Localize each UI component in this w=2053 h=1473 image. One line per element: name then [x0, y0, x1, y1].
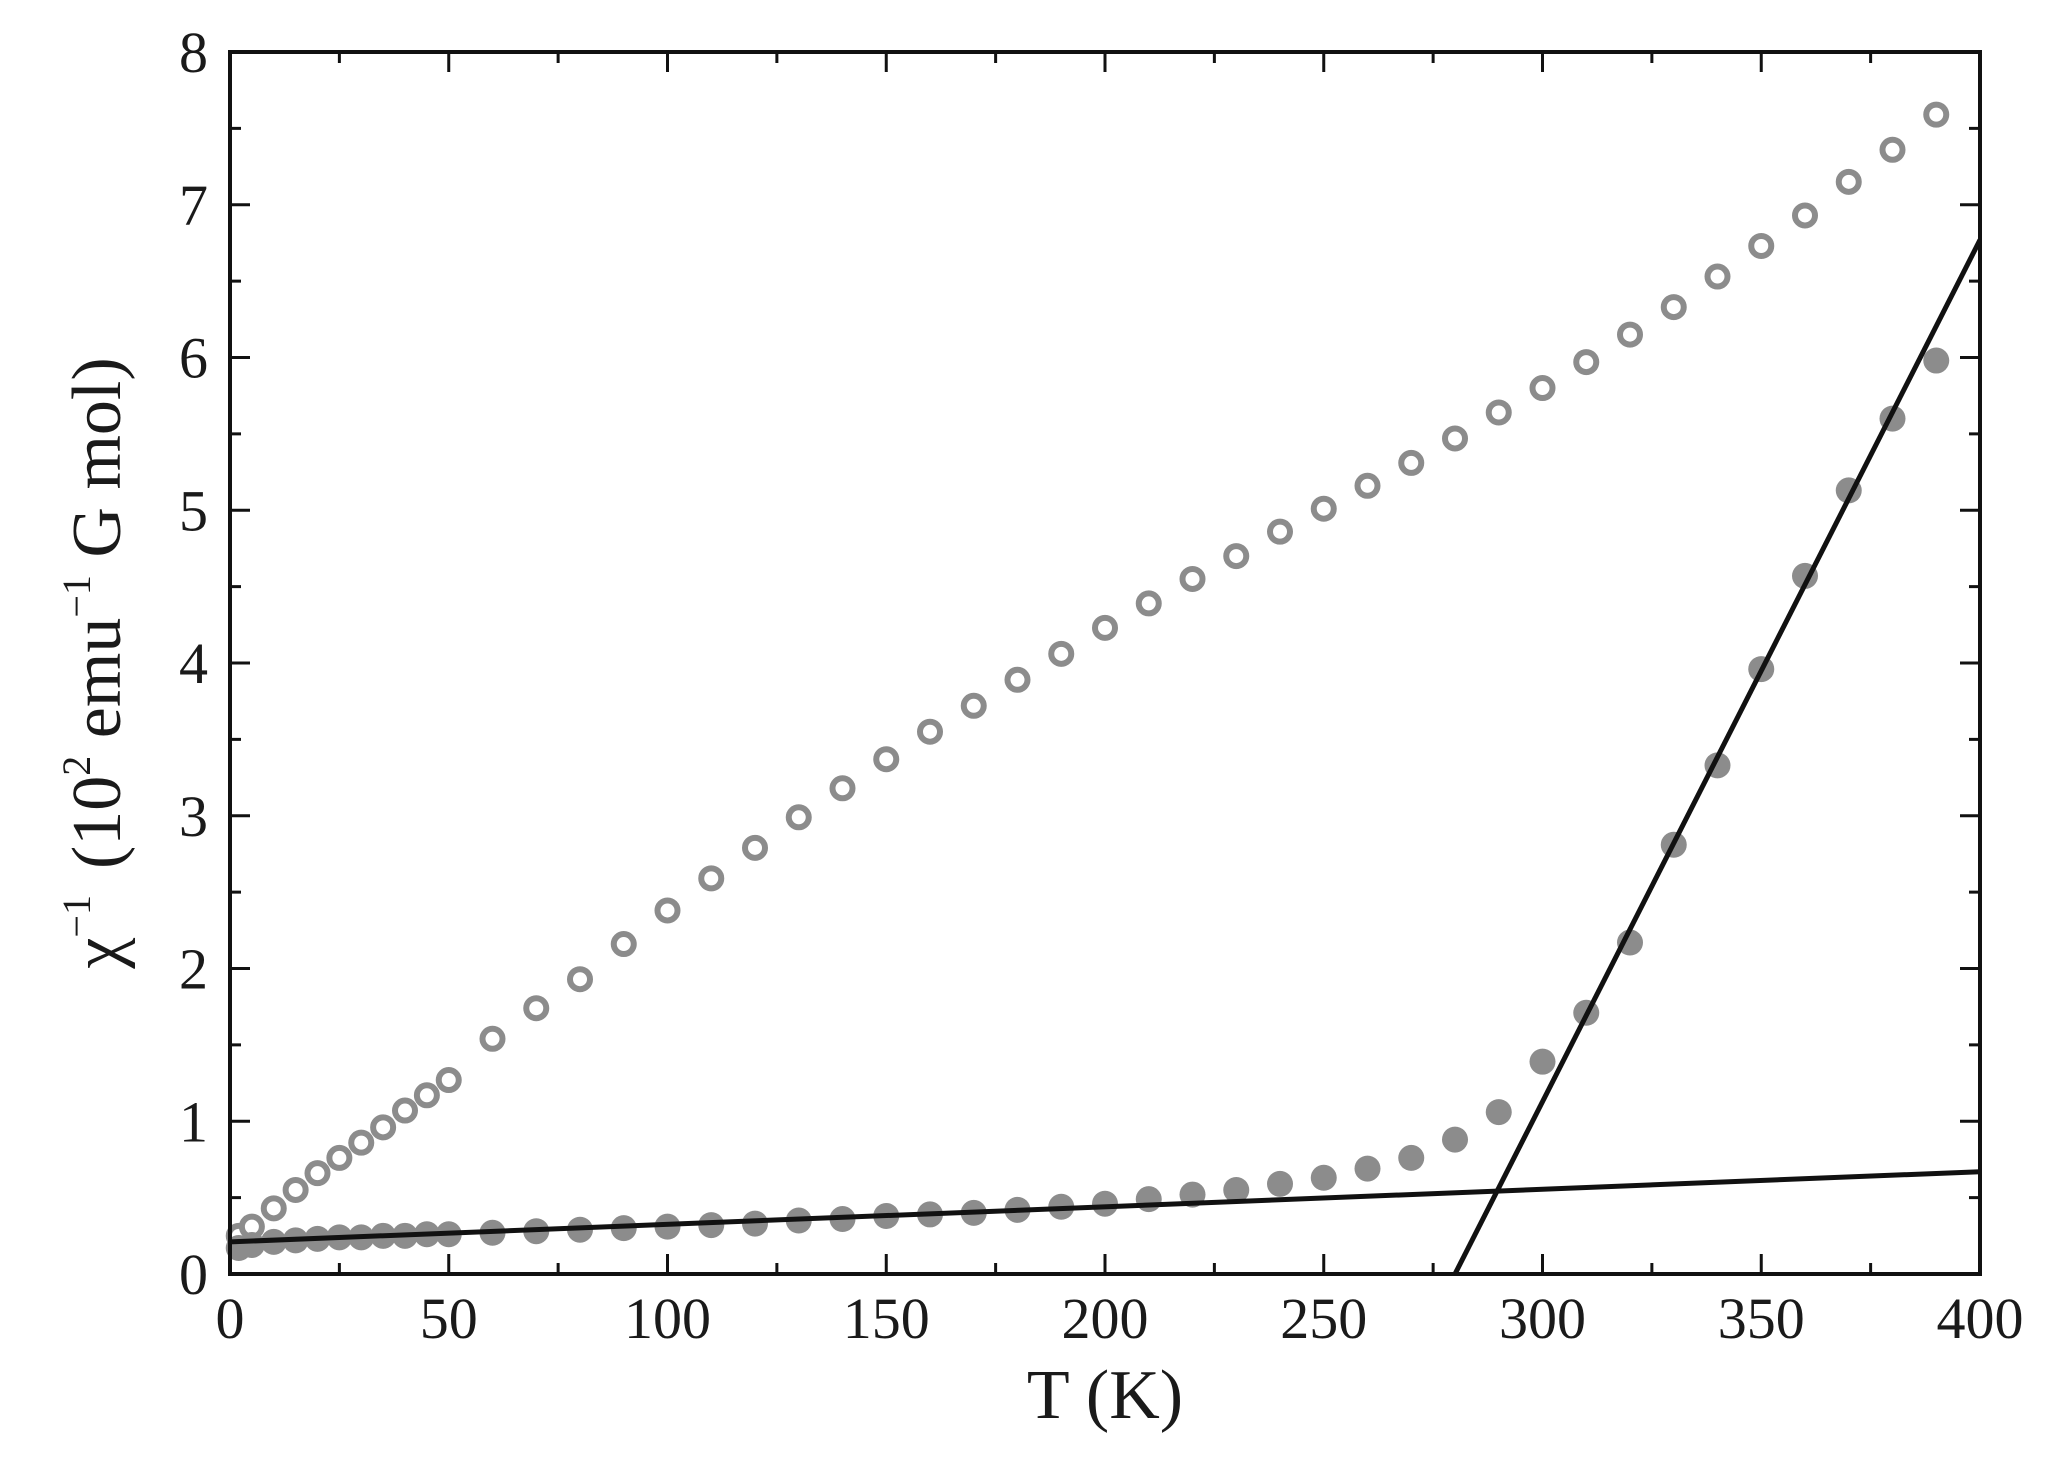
open-circle-point [1879, 136, 1906, 163]
filled-circle-point [1398, 1144, 1425, 1171]
open-circle-point [654, 897, 681, 924]
open-circle-point [304, 1160, 331, 1187]
open-circle-point [1398, 449, 1425, 476]
y-label-paren-open: (10 [59, 776, 136, 869]
y-tick-label: 5 [179, 478, 208, 543]
axis-ticks [228, 50, 1982, 1276]
open-circle-point [698, 865, 725, 892]
plot-frame [228, 50, 1982, 1276]
y-label-tail: G mol) [59, 357, 136, 575]
open-circle-point [1835, 168, 1862, 195]
x-tick-label: 400 [1937, 1286, 2024, 1351]
open-circle-point [1660, 294, 1687, 321]
open-circle-point [1485, 399, 1512, 426]
svg-text:χ−1(102 emu−1 G mol): χ−1(102 emu−1 G mol) [54, 357, 136, 969]
filled-circle-point [698, 1212, 725, 1239]
open-circle-point [1048, 640, 1075, 667]
open-circle-point [1135, 590, 1162, 617]
open-circle-point [1748, 232, 1775, 259]
filled-circle-point [1529, 1048, 1556, 1075]
open-circle-point [1617, 321, 1643, 348]
open-circle-point [1179, 565, 1206, 592]
open-circle-point [873, 746, 900, 773]
y-tick-label: 7 [179, 173, 208, 238]
open-circle-point [326, 1144, 353, 1171]
fit-line-2 [230, 1169, 1980, 1245]
tick-labels: 0 50 100 150 200 250 300 350 400 0 1 2 3 4 5 6 7 8 [179, 20, 2024, 1351]
open-circle-point [1923, 101, 1950, 128]
y-axis-label: χ−1(102 emu−1 G mol) [54, 357, 136, 969]
open-circle-point [348, 1129, 375, 1156]
open-circle-point [1573, 349, 1600, 376]
x-tick-label: 200 [1062, 1286, 1149, 1351]
y-tick-label: 1 [179, 1089, 208, 1154]
filled-circle-point [1223, 1176, 1250, 1203]
open-circle-point [1354, 472, 1381, 499]
fit-line-3 [1452, 238, 1980, 1274]
open-circle-point [282, 1176, 309, 1203]
filled-circle-point [1617, 929, 1643, 956]
filled-circle-point [1923, 347, 1950, 374]
open-circle-point [1529, 375, 1556, 402]
open-circle-point [370, 1114, 397, 1141]
open-circle-point [1310, 495, 1337, 522]
open-circle-point [1442, 425, 1468, 452]
y-label-symbol-exp: −1 [54, 895, 99, 938]
open-circle-point [479, 1025, 506, 1052]
y-label-mid: emu [59, 618, 136, 756]
open-circle-point [1704, 263, 1731, 290]
open-circle-point [435, 1067, 462, 1094]
open-circle-point [567, 966, 593, 993]
y-tick-label: 2 [179, 937, 208, 1002]
open-circle-point [829, 775, 856, 802]
open-circle-point [1092, 614, 1118, 641]
y-tick-label: 6 [179, 326, 208, 391]
open-circle-point [1004, 666, 1031, 693]
open-circle-point [960, 692, 987, 719]
filled-circle-point [1310, 1164, 1337, 1191]
y-tick-label: 0 [179, 1242, 208, 1307]
open-circle-point [610, 931, 637, 958]
plot-area [225, 101, 1980, 1274]
y-label-exp-b: −1 [54, 575, 99, 618]
x-tick-label: 50 [420, 1286, 478, 1351]
open-circle-point [392, 1097, 418, 1124]
filled-circle-point [238, 1231, 265, 1258]
open-circle-point [917, 718, 943, 745]
x-axis-label: T (K) [1027, 1357, 1183, 1434]
filled-circle-point [1354, 1155, 1381, 1182]
x-tick-label: 0 [216, 1286, 245, 1351]
y-tick-label: 4 [179, 631, 208, 696]
y-tick-label: 3 [179, 784, 208, 849]
open-circle-point [1267, 518, 1293, 545]
filled-circle-point [1092, 1190, 1118, 1217]
x-tick-label: 300 [1499, 1286, 1586, 1351]
filled-circle-point [1267, 1170, 1293, 1197]
filled-circle-point [742, 1210, 768, 1237]
x-tick-label: 150 [843, 1286, 930, 1351]
y-tick-label: 8 [179, 20, 208, 85]
open-circle-point [413, 1082, 440, 1109]
y-label-exp-a: 2 [54, 756, 99, 776]
x-tick-label: 250 [1280, 1286, 1367, 1351]
y-label-symbol: χ [59, 938, 136, 970]
open-circle-point [260, 1195, 287, 1222]
open-circle-point [742, 834, 768, 861]
open-circle-point [785, 804, 812, 831]
open-circle-point [1792, 202, 1818, 229]
open-circle-point [1223, 543, 1250, 570]
filled-circle-point [1485, 1099, 1512, 1126]
filled-circle-point [1135, 1186, 1162, 1213]
x-tick-label: 350 [1718, 1286, 1805, 1351]
open-circle-point [523, 995, 550, 1022]
x-tick-label: 100 [624, 1286, 711, 1351]
filled-circle-point [1442, 1126, 1468, 1153]
